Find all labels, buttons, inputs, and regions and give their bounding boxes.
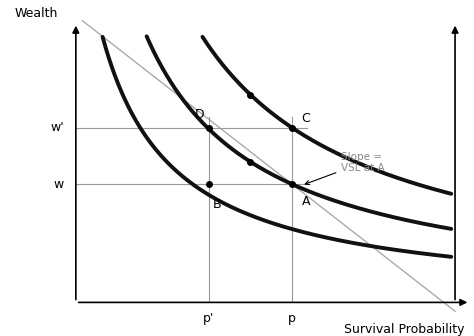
Text: Wealth: Wealth [14, 7, 58, 20]
Text: p': p' [203, 312, 214, 326]
Text: C: C [301, 112, 310, 125]
Text: p: p [288, 312, 296, 326]
Text: Survival Probability: Survival Probability [344, 323, 465, 336]
Text: A: A [301, 195, 310, 208]
Text: w: w [54, 178, 64, 191]
Text: D: D [195, 108, 205, 121]
Text: B: B [212, 198, 221, 211]
Text: w': w' [50, 121, 64, 134]
Text: Slope =
VSL at A: Slope = VSL at A [305, 152, 385, 184]
